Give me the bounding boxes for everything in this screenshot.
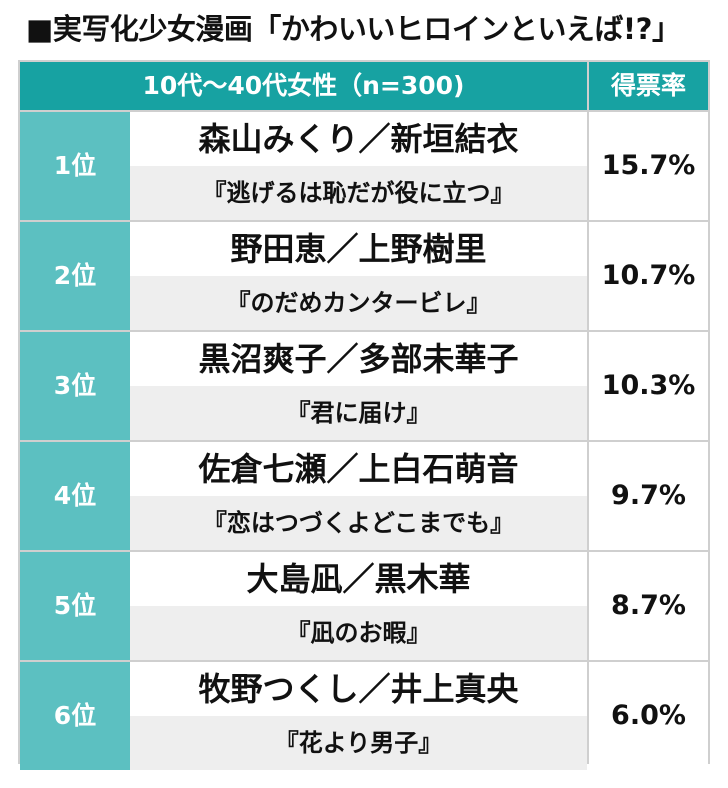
header-vote-share: 得票率 — [589, 62, 708, 110]
rank-cell: 2位 — [20, 222, 130, 330]
heroine-actress-cell: 黒沼爽子／多部未華子 — [130, 332, 587, 386]
table-row: 3位 黒沼爽子／多部未華子 『君に届け』 10.3% — [20, 332, 708, 440]
rank-cell: 4位 — [20, 442, 130, 550]
row-divider — [20, 330, 708, 332]
work-title-cell: 『のだめカンタービレ』 — [130, 276, 587, 330]
work-title-cell: 『凪のお暇』 — [130, 606, 587, 660]
heroine-actress-cell: 大島凪／黒木華 — [130, 552, 587, 606]
row-divider — [20, 440, 708, 442]
row-divider — [20, 220, 708, 222]
vote-share-cell: 10.7% — [589, 222, 708, 330]
rank-cell: 1位 — [20, 112, 130, 220]
heroine-actress-cell: 牧野つくし／井上真央 — [130, 662, 587, 716]
heroine-actress-cell: 佐倉七瀬／上白石萌音 — [130, 442, 587, 496]
table-row: 6位 牧野つくし／井上真央 『花より男子』 6.0% — [20, 662, 708, 770]
table-row: 2位 野田恵／上野樹里 『のだめカンタービレ』 10.7% — [20, 222, 708, 330]
heroine-actress-cell: 森山みくり／新垣結衣 — [130, 112, 587, 166]
table-row: 5位 大島凪／黒木華 『凪のお暇』 8.7% — [20, 552, 708, 660]
row-divider — [20, 110, 708, 112]
vote-share-cell: 9.7% — [589, 442, 708, 550]
vote-share-cell: 6.0% — [589, 662, 708, 770]
work-title-cell: 『恋はつづくよどこまでも』 — [130, 496, 587, 550]
heroine-actress-cell: 野田恵／上野樹里 — [130, 222, 587, 276]
rank-cell: 5位 — [20, 552, 130, 660]
row-divider — [20, 660, 708, 662]
work-title-cell: 『花より男子』 — [130, 716, 587, 770]
work-title-cell: 『君に届け』 — [130, 386, 587, 440]
header-respondent-group: 10代〜40代女性（n=300) — [20, 62, 587, 110]
ranking-table: 10代〜40代女性（n=300) 得票率 1位 森山みくり／新垣結衣 『逃げるは恥だ… — [18, 60, 710, 770]
rank-cell: 6位 — [20, 662, 130, 770]
rank-cell: 3位 — [20, 332, 130, 440]
chart-title: ■実写化少女漫画「かわいいヒロインといえば!?」 — [26, 12, 681, 46]
table-row: 4位 佐倉七瀬／上白石萌音 『恋はつづくよどこまでも』 9.7% — [20, 442, 708, 550]
column-divider — [587, 62, 589, 762]
vote-share-cell: 15.7% — [589, 112, 708, 220]
vote-share-cell: 10.3% — [589, 332, 708, 440]
table-row: 1位 森山みくり／新垣結衣 『逃げるは恥だが役に立つ』 15.7% — [20, 112, 708, 220]
work-title-cell: 『逃げるは恥だが役に立つ』 — [130, 166, 587, 220]
vote-share-cell: 8.7% — [589, 552, 708, 660]
row-divider — [20, 550, 708, 552]
